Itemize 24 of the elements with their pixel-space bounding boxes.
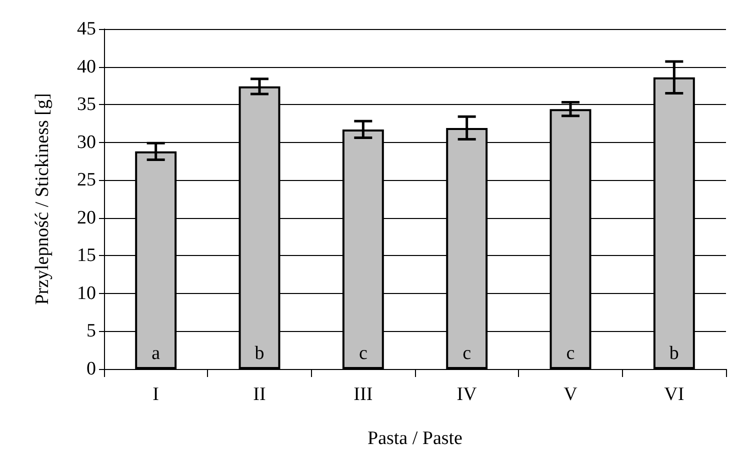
data-label: a: [152, 343, 161, 364]
x-tick-label: II: [253, 384, 266, 405]
y-tick-label: 5: [86, 320, 96, 342]
y-tick-label: 35: [77, 94, 96, 116]
y-tick-label: 25: [77, 170, 96, 191]
y-tick-label: 30: [77, 132, 96, 153]
y-tick-label: 15: [77, 245, 96, 266]
y-tick-label: 0: [86, 358, 96, 380]
y-tick-label: 45: [77, 18, 96, 40]
data-label: b: [254, 343, 264, 364]
data-label: c: [462, 343, 472, 364]
x-axis-title: Pasta / Paste: [368, 428, 462, 449]
y-tick-label: 20: [77, 207, 96, 228]
x-tick-label: V: [564, 384, 578, 405]
x-tick-label: VI: [664, 384, 684, 405]
x-tick-label: I: [152, 384, 159, 405]
y-tick-label: 10: [77, 282, 96, 304]
y-tick-label: 40: [77, 56, 96, 78]
x-tick-label: IV: [456, 384, 478, 405]
data-label: c: [358, 343, 368, 364]
data-label: b: [669, 343, 679, 364]
data-label: c: [566, 343, 575, 364]
x-tick-label: III: [354, 384, 373, 405]
y-axis-title: Przylepność / Stickiness [g]: [32, 93, 53, 305]
